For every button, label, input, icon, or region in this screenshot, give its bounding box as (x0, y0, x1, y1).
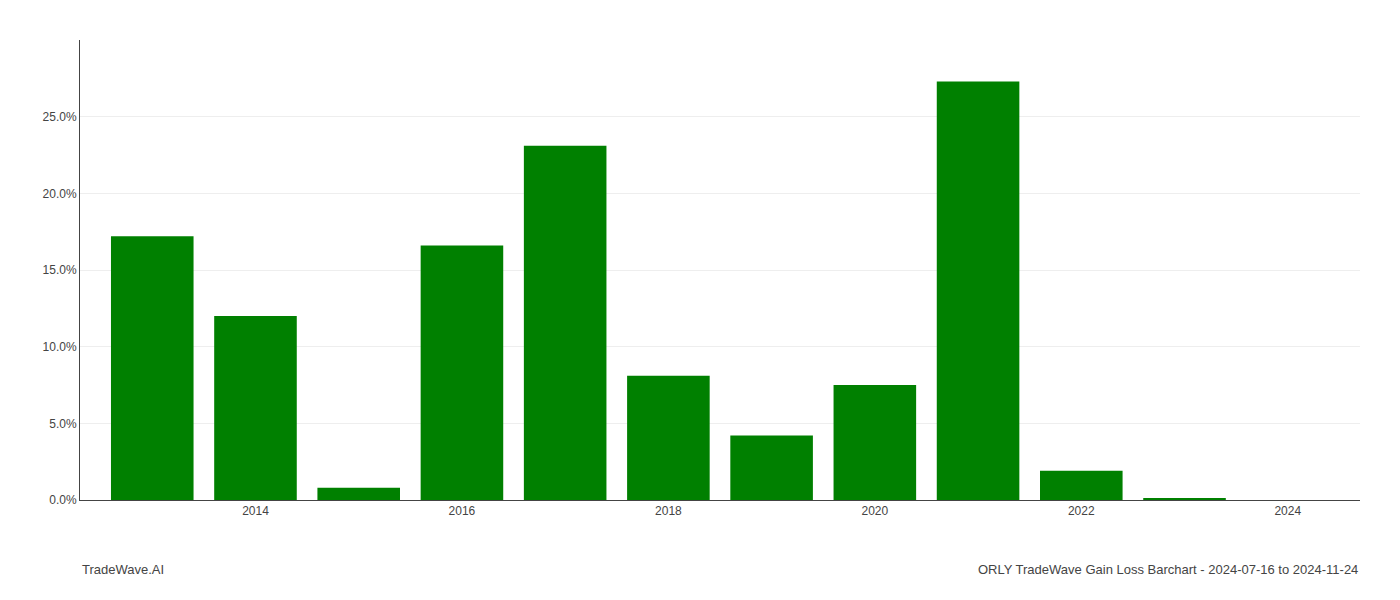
svg-text:ORLY TradeWave Gain Loss Barch: ORLY TradeWave Gain Loss Barchart - 2024… (978, 562, 1358, 577)
svg-text:10.0%: 10.0% (43, 340, 77, 354)
svg-text:0.0%: 0.0% (49, 493, 77, 507)
svg-text:2016: 2016 (449, 504, 476, 518)
svg-text:15.0%: 15.0% (43, 263, 77, 277)
svg-text:2020: 2020 (861, 504, 888, 518)
svg-text:5.0%: 5.0% (49, 417, 77, 431)
svg-text:25.0%: 25.0% (43, 110, 77, 124)
svg-text:2022: 2022 (1068, 504, 1095, 518)
svg-text:20.0%: 20.0% (43, 187, 77, 201)
svg-text:2018: 2018 (655, 504, 682, 518)
svg-text:TradeWave.AI: TradeWave.AI (82, 562, 164, 577)
svg-text:2024: 2024 (1274, 504, 1301, 518)
svg-text:2014: 2014 (242, 504, 269, 518)
